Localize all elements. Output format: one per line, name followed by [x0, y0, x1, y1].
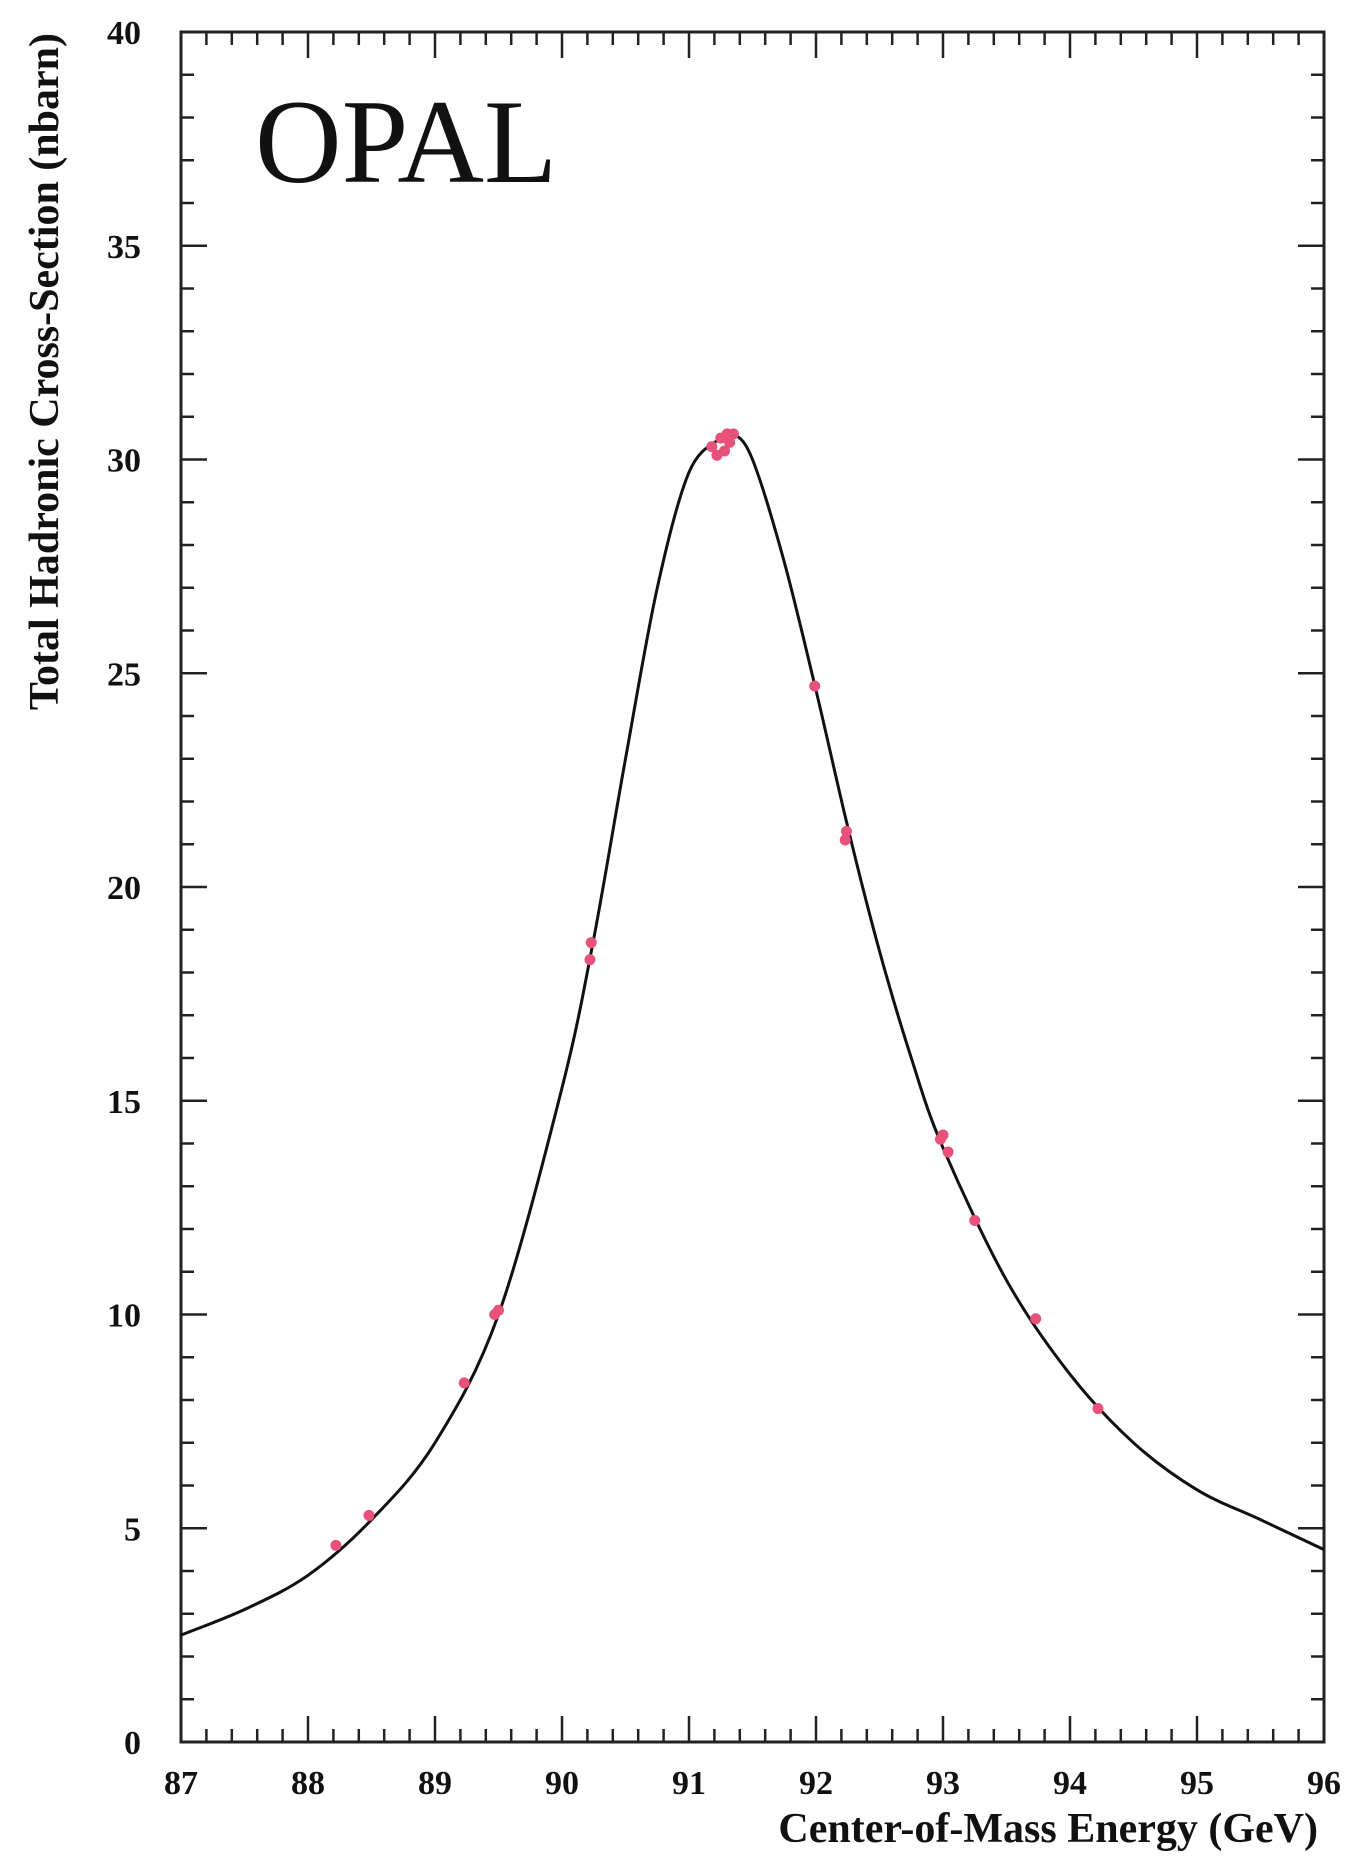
data-point [942, 1146, 954, 1158]
data-point [809, 680, 821, 692]
y-tick-label: 0 [124, 1725, 141, 1762]
plot-frame [179, 30, 1326, 1744]
data-points [330, 428, 1104, 1551]
y-tick-label: 35 [107, 229, 141, 266]
y-tick-label: 5 [124, 1511, 141, 1548]
x-tick-label: 95 [1180, 1765, 1214, 1802]
data-point [363, 1509, 375, 1521]
data-point [1030, 1313, 1042, 1325]
data-point [727, 428, 739, 440]
x-tick-label: 91 [672, 1765, 706, 1802]
x-tick-label: 90 [545, 1765, 579, 1802]
y-tick-label: 20 [107, 870, 141, 907]
x-tick-label: 89 [418, 1765, 452, 1802]
data-point [706, 441, 718, 453]
data-point [493, 1304, 504, 1316]
data-point [1092, 1403, 1104, 1415]
y-tick-label: 40 [107, 15, 141, 52]
y-tick-label: 10 [107, 1298, 141, 1335]
axis-ticks [179, 30, 1326, 1744]
x-tick-label: 93 [926, 1765, 960, 1802]
x-tick-label: 96 [1307, 1765, 1341, 1802]
x-axis-title: Center-of-Mass Energy (GeV) [778, 1806, 1318, 1852]
data-point [724, 436, 736, 448]
fit-curve [180, 430, 1325, 1637]
x-tick-labels: 87 88 89 90 91 92 93 94 95 96 [164, 1765, 1341, 1802]
data-point [937, 1129, 949, 1141]
y-tick-label: 25 [107, 656, 141, 693]
data-point [839, 834, 851, 846]
y-tick-labels: 0 5 10 15 20 25 30 35 40 [107, 15, 141, 1762]
data-point [330, 1539, 342, 1551]
x-tick-label: 88 [291, 1765, 325, 1802]
y-tick-label: 15 [107, 1084, 141, 1121]
data-point [969, 1214, 981, 1226]
data-point [584, 954, 596, 966]
chart-title: OPAL [255, 75, 557, 208]
x-tick-label: 92 [799, 1765, 833, 1802]
y-axis-title: Total Hadronic Cross-Section (nbarn) [22, 33, 68, 710]
y-tick-label: 30 [107, 443, 141, 480]
data-point [840, 825, 852, 837]
data-point [458, 1377, 470, 1389]
data-point [719, 445, 731, 457]
x-tick-label: 94 [1053, 1765, 1087, 1802]
data-point [585, 937, 597, 949]
x-tick-label: 87 [164, 1765, 198, 1802]
